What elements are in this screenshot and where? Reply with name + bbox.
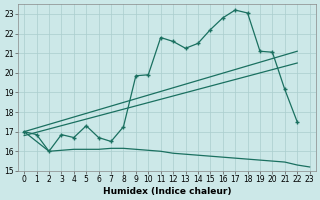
X-axis label: Humidex (Indice chaleur): Humidex (Indice chaleur)	[103, 187, 231, 196]
